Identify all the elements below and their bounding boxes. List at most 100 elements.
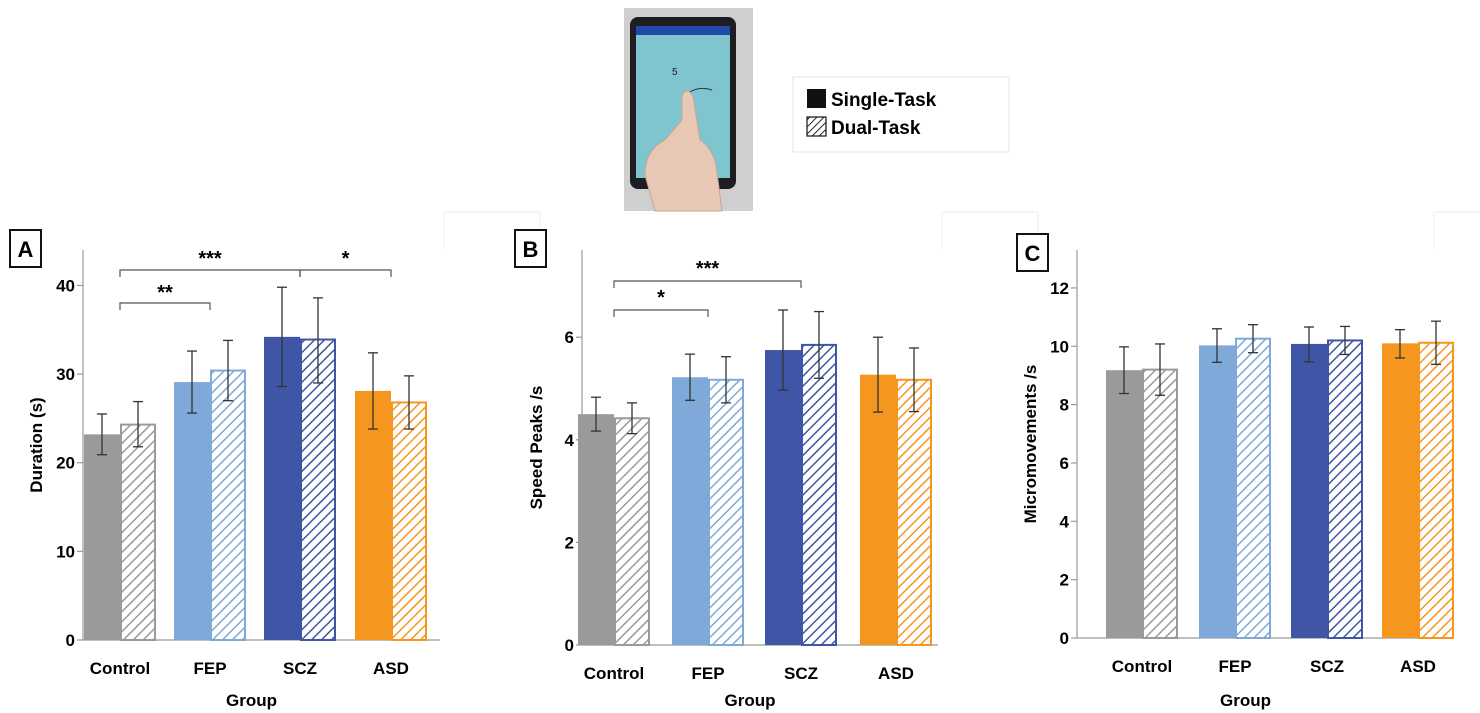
x-axis-title: Group <box>226 691 277 710</box>
error-bar-asd-dual <box>1431 320 1441 366</box>
significance-bracket: * <box>299 248 392 277</box>
bar-control-dual <box>1142 368 1178 639</box>
panel-a: A 0 10 20 30 40 Duration (s) Control FEP SCZ ASD Gr… <box>9 229 440 710</box>
error-bar-fep-dual <box>1248 324 1258 354</box>
significance-bracket: *** <box>613 258 802 288</box>
error-bar-scz-single <box>277 286 287 388</box>
bar-scz-dual <box>300 338 336 641</box>
bar-fep-single <box>1199 345 1235 638</box>
error-bar-control-dual <box>1155 343 1165 396</box>
significance-line <box>299 269 392 277</box>
x-tick-label-asd: ASD <box>1400 657 1436 676</box>
significance-bracket: *** <box>119 248 301 277</box>
tablet-app-bar <box>636 26 730 35</box>
y-tick-label: 10 <box>56 542 75 561</box>
y-tick-label: 12 <box>1050 279 1069 298</box>
bar-asd-single <box>860 374 896 645</box>
error-bar-control-dual <box>627 402 637 435</box>
x-tick-label-scz: SCZ <box>283 659 317 678</box>
panel-b: B 0 2 4 6 Speed Peaks /s Control FEP SCZ ASD Group… <box>514 229 938 710</box>
bar-scz-single <box>765 350 801 645</box>
significance-bracket: ** <box>119 282 211 310</box>
error-bar-fep-single <box>1212 328 1222 363</box>
x-axis-title: Group <box>725 691 776 710</box>
x-tick-label-fep: FEP <box>1218 657 1251 676</box>
panel-badge-label: C <box>1025 241 1041 266</box>
error-bar-scz-dual <box>1340 325 1350 356</box>
y-tick-label: 0 <box>565 636 574 655</box>
significance-line <box>119 269 301 277</box>
panel-badge-box <box>9 229 42 268</box>
error-bar-fep-single <box>685 353 695 401</box>
error-bar-asd-single <box>1395 328 1405 359</box>
bar-control-dual <box>614 417 650 646</box>
y-tick-label: 0 <box>66 631 75 650</box>
x-tick-label-asd: ASD <box>373 659 409 678</box>
legend-dual-label: Dual-Task <box>831 118 921 139</box>
panel-badge-label: B <box>523 237 539 262</box>
y-axis-title: Micromovements /s <box>1021 365 1040 524</box>
error-bar-scz-single <box>778 309 788 391</box>
bar-fep-single <box>174 382 210 640</box>
bar-fep-dual <box>210 369 246 641</box>
error-bar-fep-dual <box>721 356 731 404</box>
y-tick-label: 20 <box>56 454 75 473</box>
panel-badge-box <box>1016 233 1049 272</box>
y-axis-title: Speed Peaks /s <box>527 386 546 510</box>
bar-scz-single <box>264 336 300 640</box>
error-bar-asd-single <box>873 336 883 413</box>
x-tick-label-fep: FEP <box>691 664 724 683</box>
y-tick-label: 2 <box>565 533 574 552</box>
x-tick-label-control: Control <box>90 659 150 678</box>
panel-c: C 0 2 4 6 8 10 12 Micromovements /s Control FEP SCZ… <box>1016 233 1454 710</box>
y-tick-label: 4 <box>1060 512 1070 531</box>
y-tick-label: 8 <box>1060 396 1069 415</box>
panel-badge-label: A <box>18 237 34 262</box>
bar-asd-dual <box>896 378 932 646</box>
y-tick-label: 40 <box>56 276 75 295</box>
x-tick-label-asd: ASD <box>878 664 914 683</box>
y-tick-label: 4 <box>565 431 575 450</box>
y-tick-label: 0 <box>1060 629 1069 648</box>
error-bar-fep-single <box>187 350 197 414</box>
bar-control-single <box>1106 370 1142 638</box>
bar-scz-dual <box>801 343 837 646</box>
significance-line <box>613 309 709 317</box>
error-bar-fep-dual <box>223 339 233 402</box>
tablet-screen-digit: 5 <box>672 67 678 78</box>
x-tick-label-scz: SCZ <box>1310 657 1344 676</box>
bar-fep-dual <box>708 378 744 646</box>
y-tick-label: 10 <box>1050 337 1069 356</box>
legend-single-label: Single-Task <box>831 90 937 111</box>
legend-dual-swatch <box>806 116 827 137</box>
significance-line <box>119 302 211 310</box>
hand-shape <box>644 90 723 212</box>
legend-single-swatch <box>807 89 826 108</box>
significance-label: *** <box>696 258 720 280</box>
legend: Single-Task Dual-Task <box>792 76 1010 153</box>
bar-fep-dual <box>1235 337 1271 639</box>
x-tick-label-control: Control <box>584 664 644 683</box>
significance-label: * <box>342 248 350 270</box>
bar-control-single <box>84 434 120 640</box>
error-bar-scz-dual <box>814 310 824 379</box>
bar-control-single <box>578 414 614 645</box>
bar-scz-single <box>1291 343 1327 638</box>
error-bar-scz-single <box>1304 326 1314 363</box>
error-bar-asd-single <box>368 352 378 430</box>
significance-label: *** <box>198 248 222 270</box>
error-bar-asd-dual <box>909 347 919 413</box>
error-bar-control-dual <box>133 400 143 448</box>
significance-line <box>613 280 802 288</box>
significance-label: * <box>657 287 665 309</box>
x-tick-label-control: Control <box>1112 657 1172 676</box>
bar-scz-dual <box>1327 339 1363 639</box>
x-tick-label-scz: SCZ <box>784 664 818 683</box>
bar-asd-single <box>355 390 391 640</box>
bar-control-dual <box>120 423 156 642</box>
significance-bracket: * <box>613 287 709 317</box>
y-tick-label: 30 <box>56 365 75 384</box>
tablet-photo: 5 <box>624 8 753 212</box>
y-axis-title: Duration (s) <box>27 397 46 492</box>
